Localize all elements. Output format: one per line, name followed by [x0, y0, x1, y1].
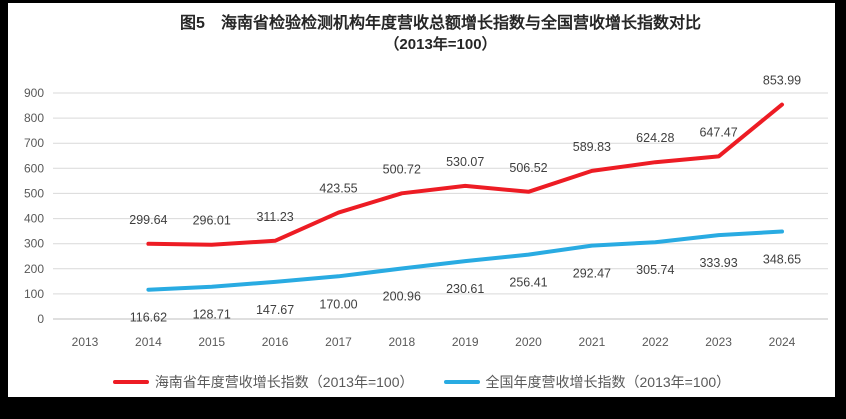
series-line [146, 102, 784, 247]
legend-item-national: 全国年度营收增长指数（2013年=100） [443, 372, 731, 392]
y-axis-label: 600 [24, 161, 44, 175]
x-axis-label: 2024 [769, 335, 796, 349]
y-axis-label: 400 [24, 212, 44, 226]
y-axis-label: 200 [24, 262, 44, 276]
plot-area: 0 100 200 300 400 500 600 700 800 900 2013 2014 2015… [24, 74, 828, 349]
x-axis-label: 2013 [72, 335, 99, 349]
data-label: 147.67 [256, 303, 294, 317]
data-label: 299.64 [129, 213, 167, 227]
x-axis-label: 2016 [262, 335, 289, 349]
legend-swatch-national [443, 380, 480, 384]
legend-label-national: 全国年度营收增长指数（2013年=100） [485, 374, 731, 390]
y-axis-label: 100 [24, 287, 44, 301]
data-label: 128.71 [193, 308, 231, 322]
data-label: 853.99 [763, 74, 801, 88]
data-label: 292.47 [573, 267, 611, 281]
legend-label-hainan: 海南省年度营收增长指数（2013年=100） [154, 374, 414, 390]
x-axis-label: 2018 [388, 335, 415, 349]
data-label: 116.62 [130, 311, 167, 325]
data-label: 170.00 [319, 297, 357, 311]
chart-title: 图5 海南省检验检测机构年度营收总额增长指数与全国营收增长指数对比 [180, 15, 701, 32]
x-axis-label: 2021 [579, 335, 606, 349]
data-label: 305.74 [636, 263, 674, 277]
data-label: 348.65 [763, 253, 801, 267]
y-axis-label: 500 [24, 186, 44, 200]
data-label: 333.93 [699, 256, 737, 270]
chart-panel: 图5 海南省检验检测机构年度营收总额增长指数与全国营收增长指数对比 （2013年… [8, 3, 835, 397]
chart-title-block: 图5 海南省检验检测机构年度营收总额增长指数与全国营收增长指数对比 （2013年… [53, 13, 828, 55]
data-label: 200.96 [383, 290, 421, 304]
legend: 海南省年度营收增长指数（2013年=100） 全国年度营收增长指数（2013年=… [8, 372, 835, 392]
chart-subtitle: （2013年=100） [384, 36, 497, 53]
legend-swatch-hainan [112, 380, 149, 384]
data-label: 530.07 [446, 155, 484, 169]
data-label: 624.28 [636, 131, 674, 145]
data-label: 230.61 [446, 282, 484, 296]
data-label: 506.52 [509, 161, 547, 175]
x-axis-label: 2019 [452, 335, 479, 349]
data-label: 296.01 [193, 214, 231, 228]
x-axis-label: 2023 [705, 335, 732, 349]
x-axis-label: 2015 [198, 335, 225, 349]
data-label: 311.23 [256, 210, 293, 224]
legend-item-hainan: 海南省年度营收增长指数（2013年=100） [112, 372, 414, 392]
series-line [146, 229, 784, 292]
data-label: 647.47 [699, 125, 737, 139]
data-label: 589.83 [573, 140, 611, 154]
data-label: 256.41 [509, 276, 547, 290]
x-axis-label: 2014 [135, 335, 162, 349]
y-axis-label: 900 [24, 86, 44, 100]
y-axis-label: 300 [24, 237, 44, 251]
x-axis-label: 2020 [515, 335, 542, 349]
y-axis-label: 0 [37, 312, 44, 326]
y-axis-label: 700 [24, 136, 44, 150]
data-label: 500.72 [383, 162, 421, 176]
data-label: 423.55 [319, 182, 357, 196]
y-axis-label: 800 [24, 111, 44, 125]
x-axis-label: 2022 [642, 335, 669, 349]
x-axis-label: 2017 [325, 335, 352, 349]
